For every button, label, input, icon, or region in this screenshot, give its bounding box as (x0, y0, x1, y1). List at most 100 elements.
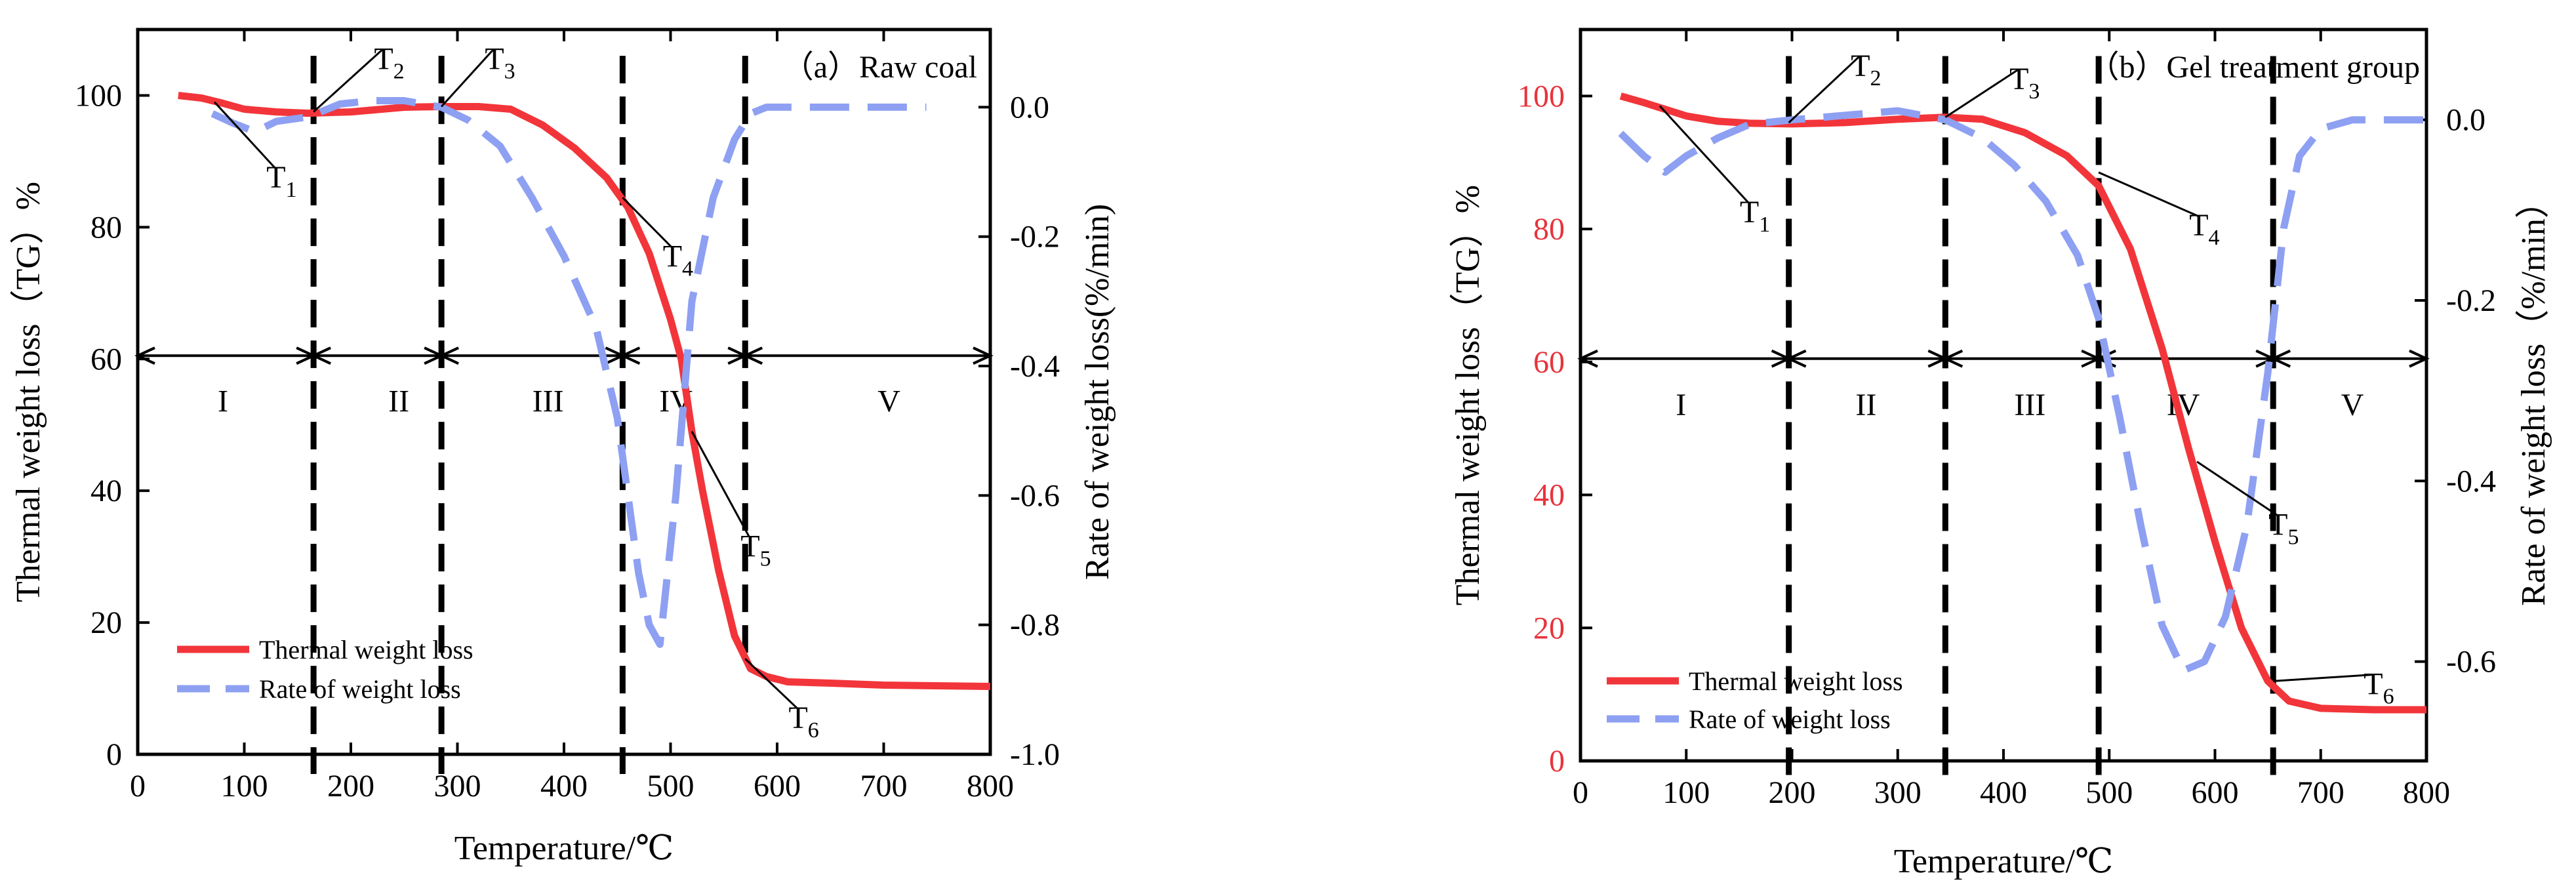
y2-tick-label: -0.4 (2446, 464, 2496, 499)
y2-tick-label: -0.6 (2446, 645, 2496, 680)
marker-leader-T1 (1659, 105, 1750, 203)
stage-arrow-right (2409, 349, 2430, 368)
x-tick-label: 400 (1980, 775, 2027, 810)
stage-arrow-right (973, 346, 994, 365)
stage-arrow-left (619, 346, 641, 365)
marker-leader-T6 (2273, 674, 2373, 682)
y-tick-label: 0 (1549, 744, 1565, 779)
x-tick-label: 300 (1874, 775, 1922, 810)
marker-leader-T3 (441, 49, 494, 108)
marker-T1: T1 (1740, 195, 1770, 237)
legend-label-thermal: Thermal weight loss (1689, 666, 1903, 696)
x-axis-title: Temperature/℃ (454, 830, 674, 867)
marker-leader-T4 (622, 197, 672, 248)
marker-T1: T1 (266, 160, 296, 202)
marker-leader-T3 (1944, 68, 2019, 119)
y-tick-label: 100 (1518, 79, 1565, 113)
y2-tick-label: -0.6 (1010, 478, 1060, 513)
x-tick-label: 800 (2403, 775, 2450, 810)
marker-T2: T2 (1851, 49, 1881, 91)
x-tick-label: 500 (2085, 775, 2133, 810)
y-tick-label: 100 (75, 78, 122, 113)
y-tick-label: 60 (91, 342, 122, 377)
stage-label-V: V (2341, 388, 2364, 422)
x-tick-label: 400 (540, 769, 588, 804)
panel-title: （a）Raw coal (782, 50, 977, 85)
y-axis-title: Thermal weight loss（TG）% (10, 182, 47, 602)
y-tick-label: 40 (1533, 478, 1565, 513)
stage-arrow-left (134, 346, 155, 365)
stage-label-II: II (388, 384, 409, 419)
y2-tick-label: 0.0 (2446, 103, 2485, 138)
marker-T5: T5 (740, 529, 771, 571)
y2-tick-label: 0.0 (1010, 90, 1049, 125)
stage-label-III: III (533, 384, 564, 419)
y2-tick-label: -0.8 (1010, 608, 1060, 643)
marker-leader-T5 (691, 431, 750, 538)
x-tick-label: 0 (1573, 775, 1588, 810)
legend-label-rate: Rate of weight loss (1689, 704, 1891, 734)
stage-arrow-left (2270, 349, 2291, 368)
y-tick-label: 20 (1533, 611, 1565, 645)
legend-label-rate: Rate of weight loss (259, 674, 461, 704)
x-tick-label: 0 (130, 769, 146, 804)
marker-T4: T4 (663, 239, 693, 281)
marker-leader-T2 (1788, 55, 1861, 124)
stage-arrow-left (310, 346, 331, 365)
x-tick-label: 200 (327, 769, 374, 804)
thermal-weight-loss-curve (178, 92, 991, 690)
y-tick-label: 60 (1533, 345, 1565, 380)
y-tick-label: 0 (106, 737, 122, 772)
x-tick-label: 300 (434, 769, 481, 804)
y2-axis-title: Rate of weight loss（%/min） (2515, 184, 2552, 606)
panel-title: （b）Gel treatment group (2087, 50, 2420, 85)
y2-tick-label: -0.2 (1010, 220, 1060, 255)
stage-label-I: I (1676, 388, 1686, 422)
stage-arrow-left (1785, 349, 1807, 368)
marker-leader-T2 (313, 49, 384, 113)
x-tick-label: 100 (1662, 775, 1710, 810)
stage-label-I: I (218, 384, 228, 419)
marker-T6: T6 (788, 701, 818, 743)
stage-arrow-left (1577, 349, 1598, 368)
x-tick-label: 600 (2192, 775, 2239, 810)
x-tick-label: 100 (221, 769, 268, 804)
y-tick-label: 40 (91, 474, 122, 508)
x-tick-label: 600 (754, 769, 801, 804)
marker-leader-T6 (744, 658, 798, 709)
stage-arrow-left (1942, 349, 1963, 368)
marker-leader-T5 (2196, 460, 2278, 516)
y2-tick-label: -0.2 (2446, 283, 2496, 318)
thermal-weight-loss-curve (1619, 92, 2426, 714)
plot-frame (1579, 28, 2428, 763)
x-tick-label: 700 (2297, 775, 2345, 810)
marker-leader-T1 (213, 101, 276, 169)
y2-axis-title: Rate of weight loss(%/min) (1079, 204, 1116, 580)
stage-label-V: V (877, 384, 900, 419)
marker-T2: T2 (374, 41, 404, 83)
marker-T3: T3 (485, 41, 515, 83)
chart-gel-treatment: 0 100 200 300 400 500 600 700 800 0 20 40 60 80 100 -0.… (1449, 28, 2552, 880)
y2-tick-label: -1.0 (1010, 737, 1060, 772)
x-tick-label: 500 (647, 769, 694, 804)
y-axis-title: Thermal weight loss（TG）% (1449, 185, 1487, 605)
x-tick-label: 800 (967, 769, 1014, 804)
marker-leader-T4 (2098, 171, 2198, 217)
rate-of-weight-loss-curve (211, 97, 927, 648)
stage-label-II: II (1855, 388, 1876, 422)
marker-T4: T4 (2189, 208, 2219, 250)
stage-label-III: III (2014, 388, 2045, 422)
stage-arrow-left (438, 346, 459, 365)
marker-T6: T6 (2364, 667, 2394, 709)
y2-tick-label: -0.4 (1010, 349, 1060, 384)
x-tick-label: 200 (1769, 775, 1816, 810)
y-tick-label: 20 (91, 605, 122, 640)
y-tick-label: 80 (1533, 212, 1565, 247)
x-tick-label: 700 (860, 769, 908, 804)
legend-label-thermal: Thermal weight loss (259, 635, 473, 664)
marker-T3: T3 (2009, 62, 2040, 104)
stage-arrow-left (742, 346, 763, 365)
x-axis-title: Temperature/℃ (1894, 843, 2114, 880)
chart-raw-coal: 0 100 200 300 400 500 600 700 800 0 20 40 60 80 100 -1.… (10, 28, 1116, 867)
